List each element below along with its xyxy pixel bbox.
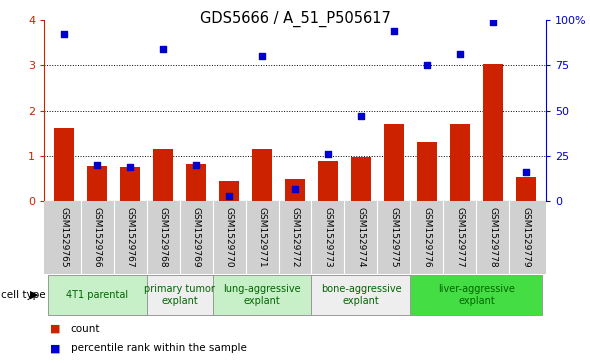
Bar: [87, 166, 107, 201]
Text: GSM1529772: GSM1529772: [290, 207, 300, 268]
Bar: [351, 158, 371, 201]
Text: GSM1529774: GSM1529774: [356, 207, 365, 268]
Text: GSM1529766: GSM1529766: [93, 207, 101, 268]
Text: 4T1 parental: 4T1 parental: [66, 290, 128, 300]
Text: GSM1529773: GSM1529773: [323, 207, 333, 268]
Text: GDS5666 / A_51_P505617: GDS5666 / A_51_P505617: [199, 11, 391, 27]
Text: GSM1529767: GSM1529767: [126, 207, 135, 268]
Point: [389, 28, 399, 34]
Bar: [318, 160, 338, 201]
Text: lung-aggressive
explant: lung-aggressive explant: [223, 284, 301, 306]
Point: [422, 62, 432, 68]
Point: [290, 186, 300, 192]
Text: GSM1529777: GSM1529777: [455, 207, 464, 268]
Point: [356, 113, 366, 119]
Point: [125, 164, 135, 170]
Bar: [312, 275, 411, 315]
Bar: [450, 124, 470, 201]
Text: bone-aggressive
explant: bone-aggressive explant: [321, 284, 401, 306]
Bar: [516, 176, 536, 201]
Bar: [120, 167, 140, 201]
Bar: [48, 275, 146, 315]
Bar: [252, 149, 272, 201]
Text: GSM1529778: GSM1529778: [489, 207, 497, 268]
Bar: [384, 124, 404, 201]
Point: [60, 32, 69, 37]
Bar: [54, 127, 74, 201]
Point: [521, 170, 530, 175]
Point: [323, 151, 333, 157]
Point: [191, 162, 201, 168]
Bar: [153, 149, 173, 201]
Text: GSM1529771: GSM1529771: [257, 207, 267, 268]
Text: liver-aggressive
explant: liver-aggressive explant: [438, 284, 515, 306]
Text: GSM1529775: GSM1529775: [389, 207, 398, 268]
Text: ■: ■: [50, 343, 61, 354]
Text: GSM1529776: GSM1529776: [422, 207, 431, 268]
Point: [158, 46, 168, 52]
Text: GSM1529769: GSM1529769: [192, 207, 201, 268]
Bar: [483, 64, 503, 201]
Point: [455, 52, 465, 57]
Bar: [186, 164, 206, 201]
Point: [489, 19, 498, 25]
Text: ■: ■: [50, 324, 61, 334]
Bar: [146, 275, 212, 315]
Text: count: count: [71, 324, 100, 334]
Text: GSM1529779: GSM1529779: [522, 207, 530, 268]
Text: primary tumor
explant: primary tumor explant: [144, 284, 215, 306]
Point: [92, 162, 101, 168]
Bar: [411, 275, 542, 315]
Bar: [212, 275, 312, 315]
Text: ▶: ▶: [30, 290, 38, 300]
Text: GSM1529768: GSM1529768: [159, 207, 168, 268]
Bar: [219, 180, 239, 201]
Text: GSM1529770: GSM1529770: [225, 207, 234, 268]
Point: [257, 53, 267, 59]
Bar: [417, 142, 437, 201]
Text: GSM1529765: GSM1529765: [60, 207, 68, 268]
Point: [224, 193, 234, 199]
Text: cell type: cell type: [1, 290, 46, 300]
Text: percentile rank within the sample: percentile rank within the sample: [71, 343, 247, 354]
Bar: [285, 179, 305, 201]
